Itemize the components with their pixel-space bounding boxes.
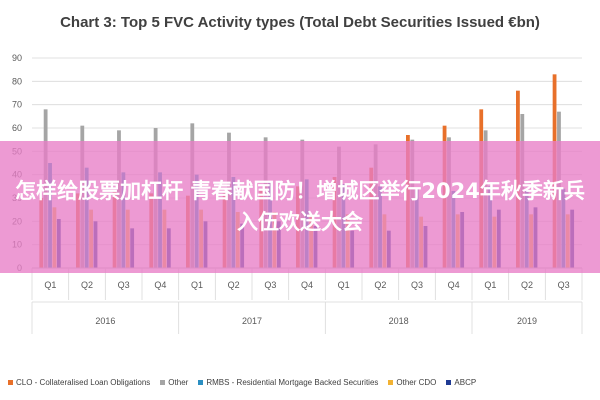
legend-swatch (446, 380, 452, 385)
legend-item: RMBS - Residential Mortgage Backed Secur… (198, 378, 378, 387)
x-tick-label: Q4 (301, 280, 313, 290)
legend-swatch (198, 380, 204, 385)
overlay-banner[interactable]: 怎样给股票加杠杆 青春献国防！增城区举行2024年秋季新兵入伍欢送大会 (0, 141, 600, 273)
chart-legend: CLO - Collateralised Loan Obligations Oth… (8, 378, 598, 387)
x-tick-label: Q1 (191, 280, 203, 290)
legend-label: RMBS - Residential Mortgage Backed Secur… (206, 378, 379, 387)
x-tick-label: Q4 (154, 280, 166, 290)
chart-title: Chart 3: Top 5 FVC Activity types (Total… (60, 14, 540, 31)
x-tick-label: Q2 (374, 280, 386, 290)
year-label: 2017 (242, 316, 262, 326)
x-tick-label: Q1 (484, 280, 496, 290)
x-tick-label: Q4 (448, 280, 460, 290)
y-tick-label: 80 (12, 76, 22, 86)
legend-item: CLO - Collateralised Loan Obligations (8, 378, 150, 387)
legend-swatch (8, 380, 13, 385)
overlay-banner-text[interactable]: 怎样给股票加杠杆 青春献国防！增城区举行2024年秋季新兵入伍欢送大会 (15, 179, 585, 234)
x-tick-label: Q1 (44, 280, 56, 290)
year-label: 2019 (517, 316, 537, 326)
x-tick-label: Q3 (411, 280, 423, 290)
legend-item: Other CDO (388, 378, 436, 387)
legend-item: Other (160, 378, 188, 387)
legend-label: ABCP (454, 378, 477, 387)
legend-label: Other CDO (396, 378, 437, 387)
x-tick-label: Q2 (228, 280, 240, 290)
x-tick-label: Q2 (521, 280, 533, 290)
year-label: 2018 (389, 316, 409, 326)
legend-item: ABCP (446, 378, 476, 387)
x-tick-label: Q2 (81, 280, 93, 290)
legend-label: Other (168, 378, 189, 387)
y-tick-label: 70 (12, 100, 22, 110)
legend-swatch (160, 380, 166, 385)
y-tick-label: 60 (12, 123, 22, 133)
x-tick-label: Q3 (264, 280, 276, 290)
year-label: 2016 (95, 316, 115, 326)
legend-swatch (388, 380, 394, 385)
x-tick-label: Q3 (558, 280, 570, 290)
legend-label: CLO - Collateralised Loan Obligations (16, 378, 151, 387)
y-tick-label: 90 (12, 53, 22, 63)
x-tick-label: Q3 (118, 280, 130, 290)
x-tick-label: Q1 (338, 280, 350, 290)
